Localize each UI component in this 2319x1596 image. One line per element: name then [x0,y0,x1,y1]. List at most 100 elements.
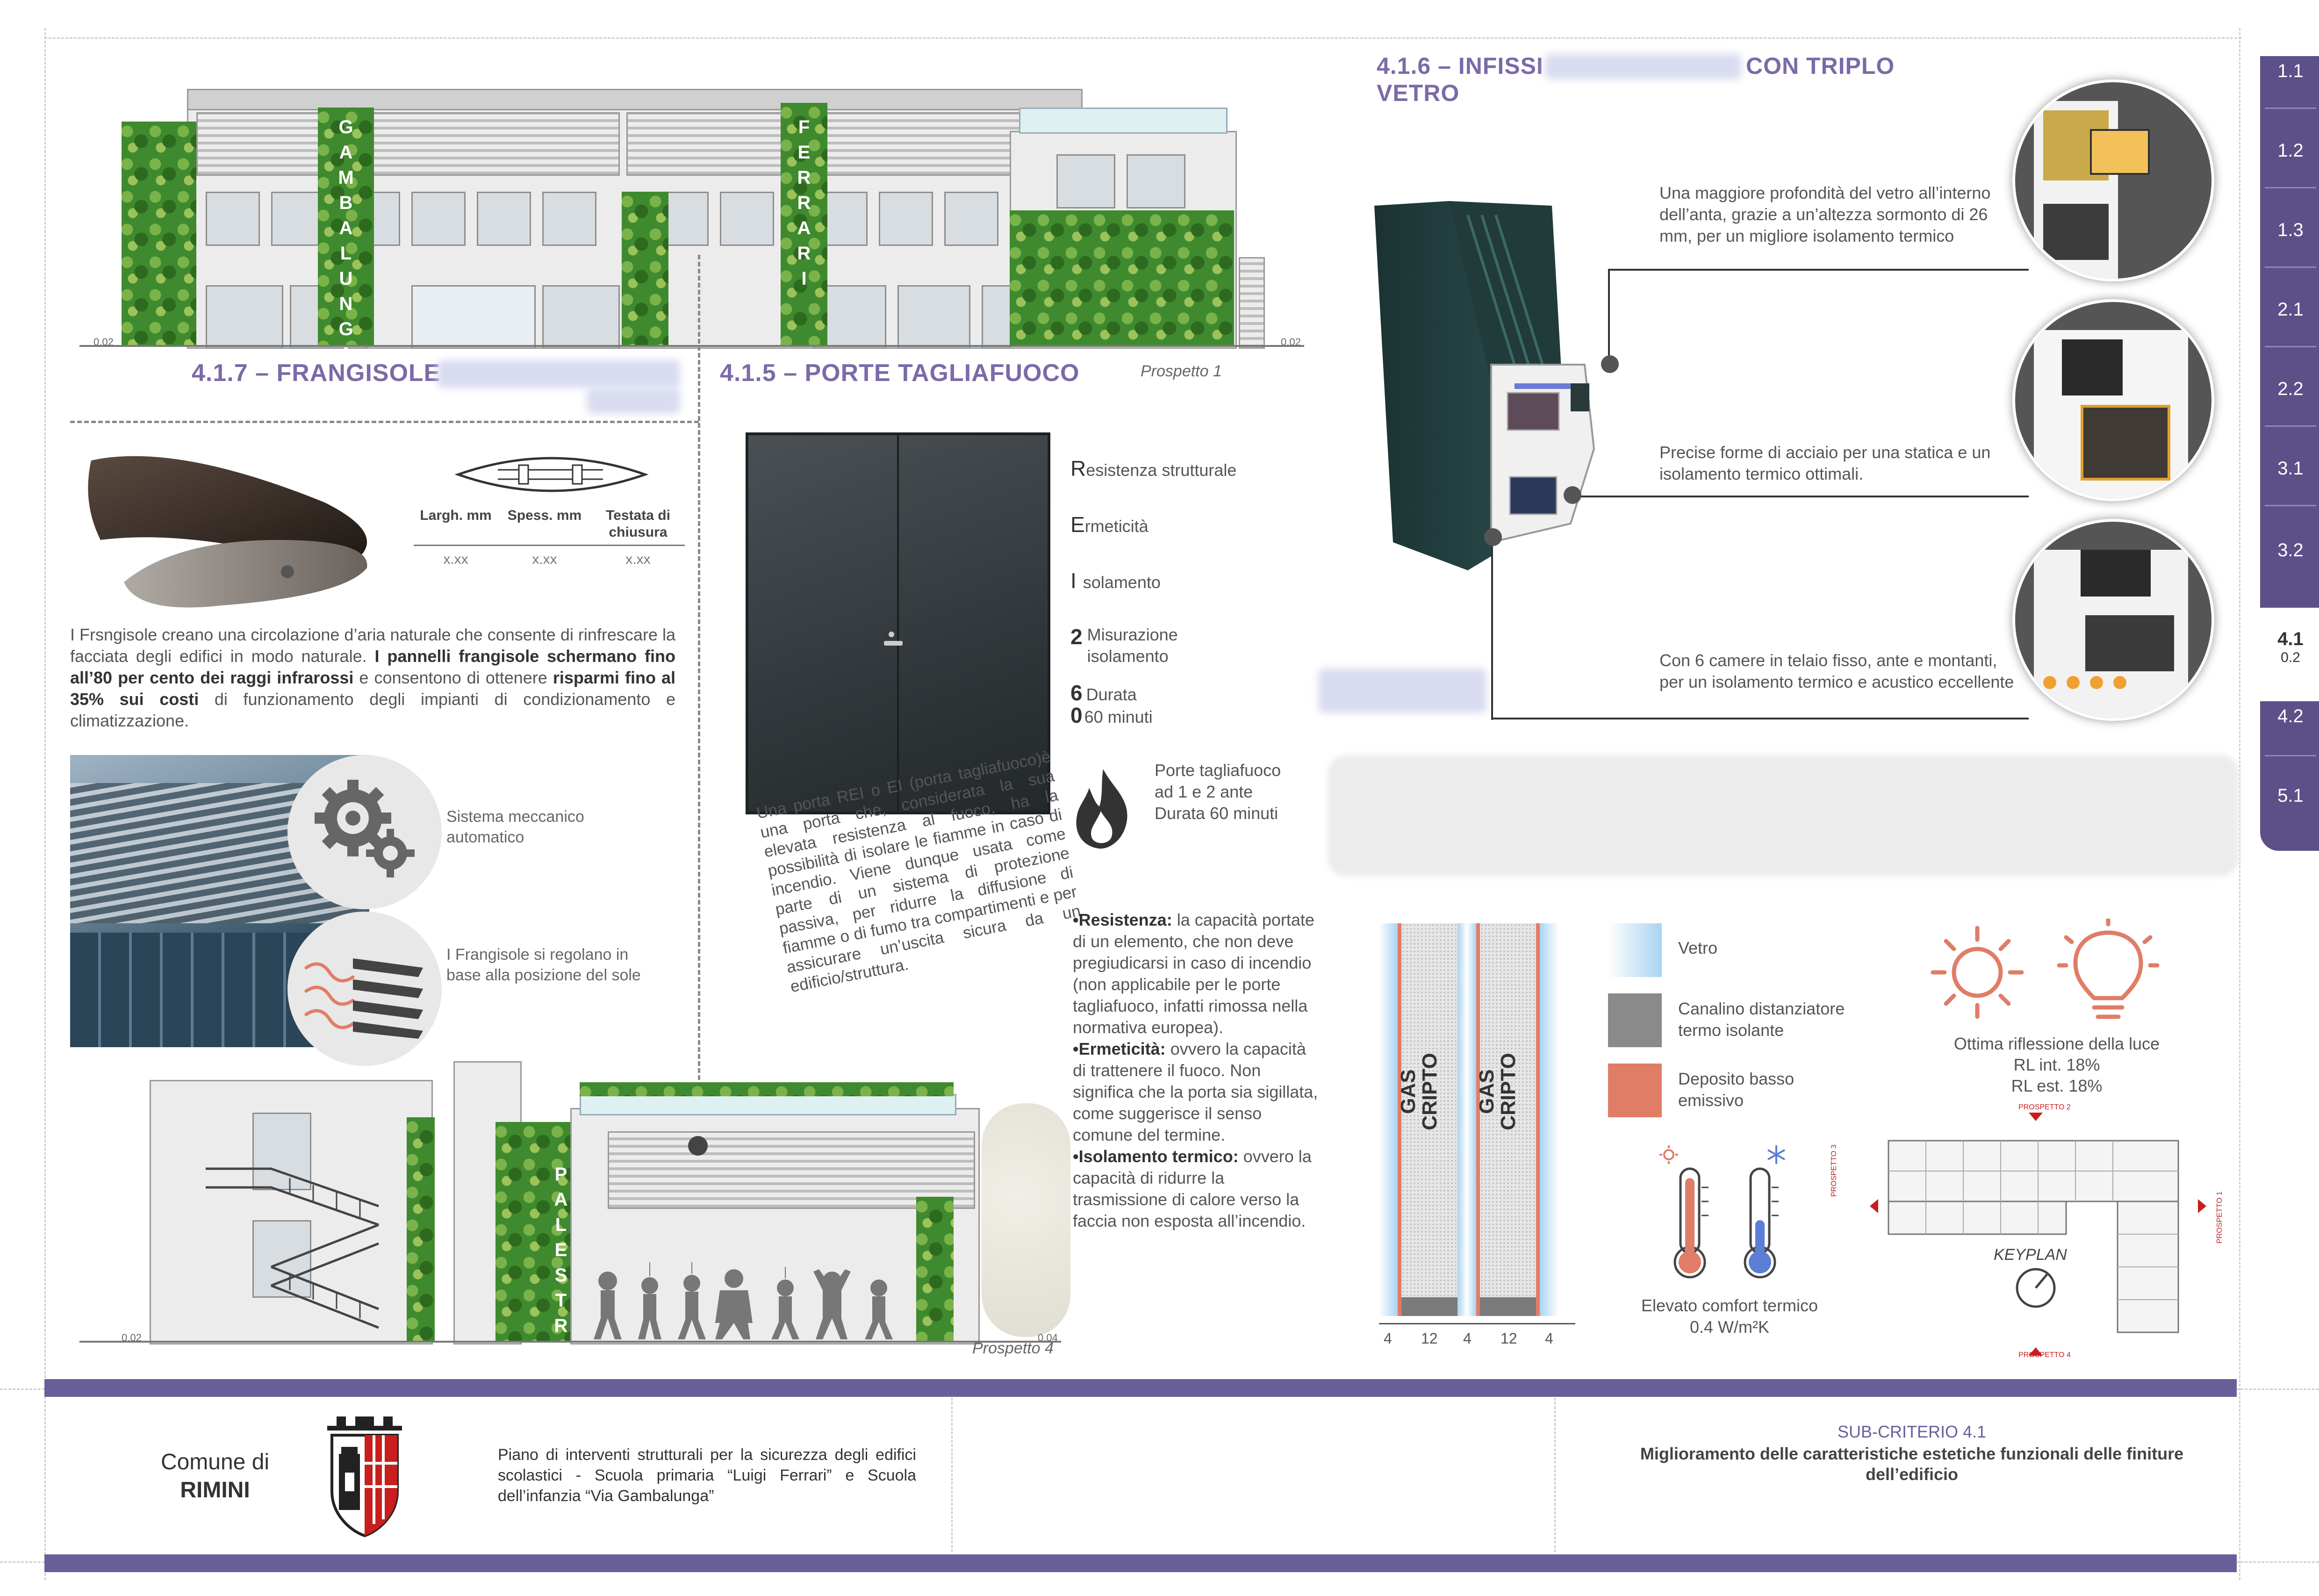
frangisole-section-drawing [454,457,649,492]
section-marker [688,1136,708,1156]
tab-1-1[interactable]: 1.1 [2277,61,2304,81]
green-wall-label-gambalunga: GAMBALUNGA [336,117,356,369]
prospetto-1-elevation: GAMBALUNGA FERRARI 0.02 0.02 [65,61,1337,369]
window-profile-image [1374,201,1595,570]
tab-4-2[interactable]: 4.2 [2277,706,2304,726]
callout-dot-3 [1484,528,1502,546]
window [1056,154,1115,208]
keyplan-marker-right: PROSPETTO 1 [2216,1191,2224,1244]
spec-value-endcap: x.xx [625,552,651,567]
frangisole-title: 4.1.7 – FRANGISOLE [192,359,441,387]
green-strip [407,1117,435,1342]
spec-header-width: Largh. mm [420,508,492,523]
tab-separator [2265,755,2316,756]
green-wall-gambalunga [318,108,374,346]
legend-swatch-lowe [1608,1064,1662,1117]
green-wall-label-ferrari: FERRARI [794,117,814,294]
window [411,192,466,246]
infissi-title-c: VETRO [1377,80,1460,106]
acronym-r: Resistenza strutturale [1070,456,1237,481]
legend-label-spacer: Canalino distanziatore termo isolante [1678,999,1845,1040]
def-isolamento-title: •Isolamento termico: [1073,1147,1239,1166]
spec-table-rule [414,545,685,546]
infissi-title-a: 4.1.6 – INFISSI [1377,53,1544,79]
infissi-callout-1: Una maggiore profondità del vetro all’in… [1659,183,1991,245]
subcriterio-title: SUB-CRITERIO 4.1 [1837,1422,1987,1441]
stair-louver [1239,257,1265,349]
redacted-infissi-brand [1545,54,1741,79]
prospetto-1-caption: Prospetto 1 [1141,362,1222,380]
tab-1-2[interactable]: 1.2 [2277,140,2304,161]
infissi-callout-3: Con 6 camere in telaio fisso, ante e mon… [1659,651,2014,691]
tab-0-2-sub: 0.2 [2281,650,2300,665]
footer-band-top [44,1379,2237,1397]
rei-definitions: •Resistenza: la capacità portate di un e… [1073,909,1321,1232]
thermometers-icon [1659,1145,1785,1279]
callout-dot-1 [1601,355,1619,373]
def-ermeticita-text: ovvero la capacità di trattenere il fuoc… [1073,1039,1318,1144]
tab-separator [2265,187,2316,188]
glazed-entrance [411,285,536,349]
gas-label-2: GAS CRIPTO [1475,1053,1520,1130]
green-wall-left [122,122,196,346]
fire-door-rotated-text-area: Una porta REI o EI (porta tagliafuoco)è … [741,748,1082,1047]
tab-4-1-active[interactable]: 4.1 [2277,629,2304,649]
redacted-logo [1318,669,1486,713]
louver-band-upper-2 [626,112,1073,176]
frangisole-text-3: di funzionamento degli impianti di condi… [70,690,676,730]
window [271,192,325,246]
window [1127,154,1185,208]
def-resistenza-text: la capacità portate di un elemento, che … [1073,910,1314,1037]
spec-header-endcap: Testata di chiusura [606,508,670,540]
tab-2-2[interactable]: 2.2 [2277,379,2304,399]
tab-separator [2265,346,2316,347]
prospetto-4-caption: Prospetto 4 [972,1339,1054,1357]
feature-mechanical: Sistema meccanico automatico [446,808,584,846]
window [542,285,620,349]
window [542,192,596,246]
frangisole-description: I Frsngisole creano una circolazione d’a… [70,624,675,732]
green-wall-palestra [495,1122,580,1342]
tab-3-1[interactable]: 3.1 [2277,458,2304,479]
keyplan-label: KEYPLAN [1994,1246,2067,1264]
keyplan-marker-top: PROSPETTO 2 [2018,1103,2071,1111]
tab-3-2[interactable]: 3.2 [2277,540,2304,561]
level-marker-left-4: 0.02 [122,1332,142,1344]
tab-5-1[interactable]: 5.1 [2277,785,2304,806]
spec-header-thickness: Spess. mm [507,508,582,523]
light-reflection-title: Ottima riflessione della luce [1953,1034,2160,1053]
external-staircase [206,1167,379,1329]
window [897,285,970,349]
dimension-line [1379,1323,1575,1324]
comune-name: RIMINI [180,1478,250,1503]
tab-2-1[interactable]: 2.1 [2277,299,2304,320]
tab-separator [2265,425,2316,427]
tab-1-3[interactable]: 1.3 [2277,220,2304,240]
legend-swatch-glass [1608,923,1662,977]
green-wall-centre [622,192,668,346]
rimini-coat-of-arms [327,1416,402,1538]
comune-label: Comune di [160,1450,270,1474]
subcriterio-text: Miglioramento delle caratteristiche este… [1640,1444,2184,1484]
level-marker-left: 0.02 [93,336,114,348]
callout-dot-2 [1564,486,1581,504]
frangisole-text-2: e consentono di ottenere [359,668,547,687]
sun-rays-louvers-icon [304,958,423,1039]
tab-separator [2265,108,2316,109]
acronym-6: 6 Durata [1070,681,1137,705]
def-isolamento-text: ovvero la capacità di ridurre la trasmis… [1073,1147,1312,1230]
gym-roof-glass [580,1094,956,1115]
light-reflection-int: RL int. 18% [2013,1055,2100,1074]
rooftop-glass [1019,108,1228,134]
spec-value-width: x.xx [443,552,468,567]
fire-door-label: Porte tagliafuoco ad 1 e 2 ante Durata 6… [1155,761,1281,823]
frame-guide-left [44,28,46,1580]
frangisole-text-bold-1: I pannelli frangisole schermano fino all… [70,647,675,687]
green-strip-right [916,1197,954,1342]
window [944,192,998,246]
detail-circle-3 [2012,519,2214,721]
sun-and-bulb-icons [1931,919,2160,1019]
green-wall-label-palestra: PALESTRA [551,1164,571,1366]
comfort-text: Elevato comfort termico 0.4 W/m²K [1641,1296,1818,1337]
